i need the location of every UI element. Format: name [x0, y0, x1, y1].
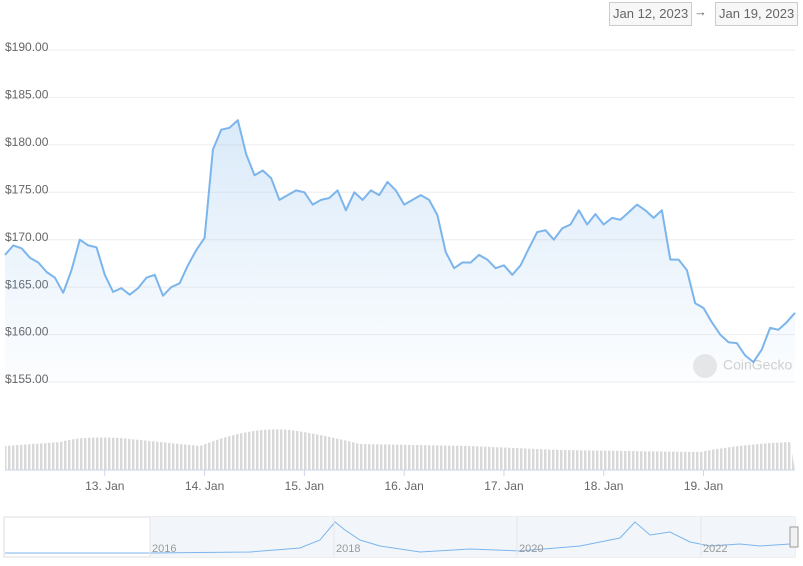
range-from[interactable]: Jan 12, 2023 — [609, 2, 693, 26]
price-area — [5, 120, 795, 382]
navigator-label: 2020 — [519, 543, 543, 555]
watermark: CoinGecko — [693, 354, 792, 378]
y-tick-label: $185.00 — [5, 88, 49, 102]
navigator-handle[interactable] — [789, 526, 799, 548]
y-tick-label: $180.00 — [5, 135, 49, 149]
x-tick-label: 19. Jan — [684, 479, 723, 493]
volume-bars — [5, 429, 795, 470]
x-tick-label: 15. Jan — [285, 479, 324, 493]
watermark-text: CoinGecko — [723, 357, 792, 373]
range-arrow: → — [694, 4, 707, 19]
y-tick-label: $170.00 — [5, 230, 49, 244]
price-line — [4, 119, 796, 364]
x-tick-label: 13. Jan — [85, 479, 124, 493]
y-tick-label: $175.00 — [5, 182, 49, 196]
navigator — [3, 516, 799, 558]
x-tick-label: 16. Jan — [384, 479, 423, 493]
x-tick-label: 17. Jan — [484, 479, 523, 493]
navigator-label: 2022 — [703, 543, 727, 555]
range-to[interactable]: Jan 19, 2023 — [715, 2, 799, 26]
navigator-label: 2016 — [152, 543, 176, 555]
y-tick-label: $190.00 — [5, 40, 49, 54]
navigator-line — [5, 521, 791, 554]
x-tick-label: 14. Jan — [185, 479, 224, 493]
x-tick-label: 18. Jan — [584, 479, 623, 493]
navigator-label: 2018 — [336, 543, 360, 555]
